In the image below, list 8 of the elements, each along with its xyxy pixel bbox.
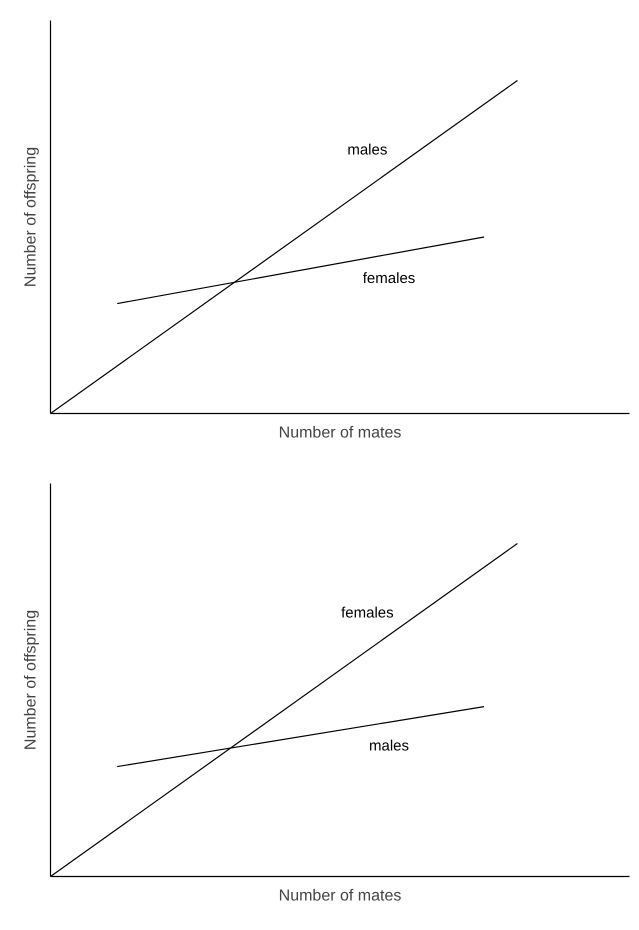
series-label: females [362,270,416,287]
series-label: males [347,141,388,158]
series-label: females [341,604,394,622]
x-axis-title: Number of mates [278,424,402,442]
x-axis-title: Number of mates [278,888,402,904]
y-axis-title: Number of offspring [22,610,40,750]
series-label: males [369,738,410,755]
y-axis-title: Number of offspring [22,146,40,288]
